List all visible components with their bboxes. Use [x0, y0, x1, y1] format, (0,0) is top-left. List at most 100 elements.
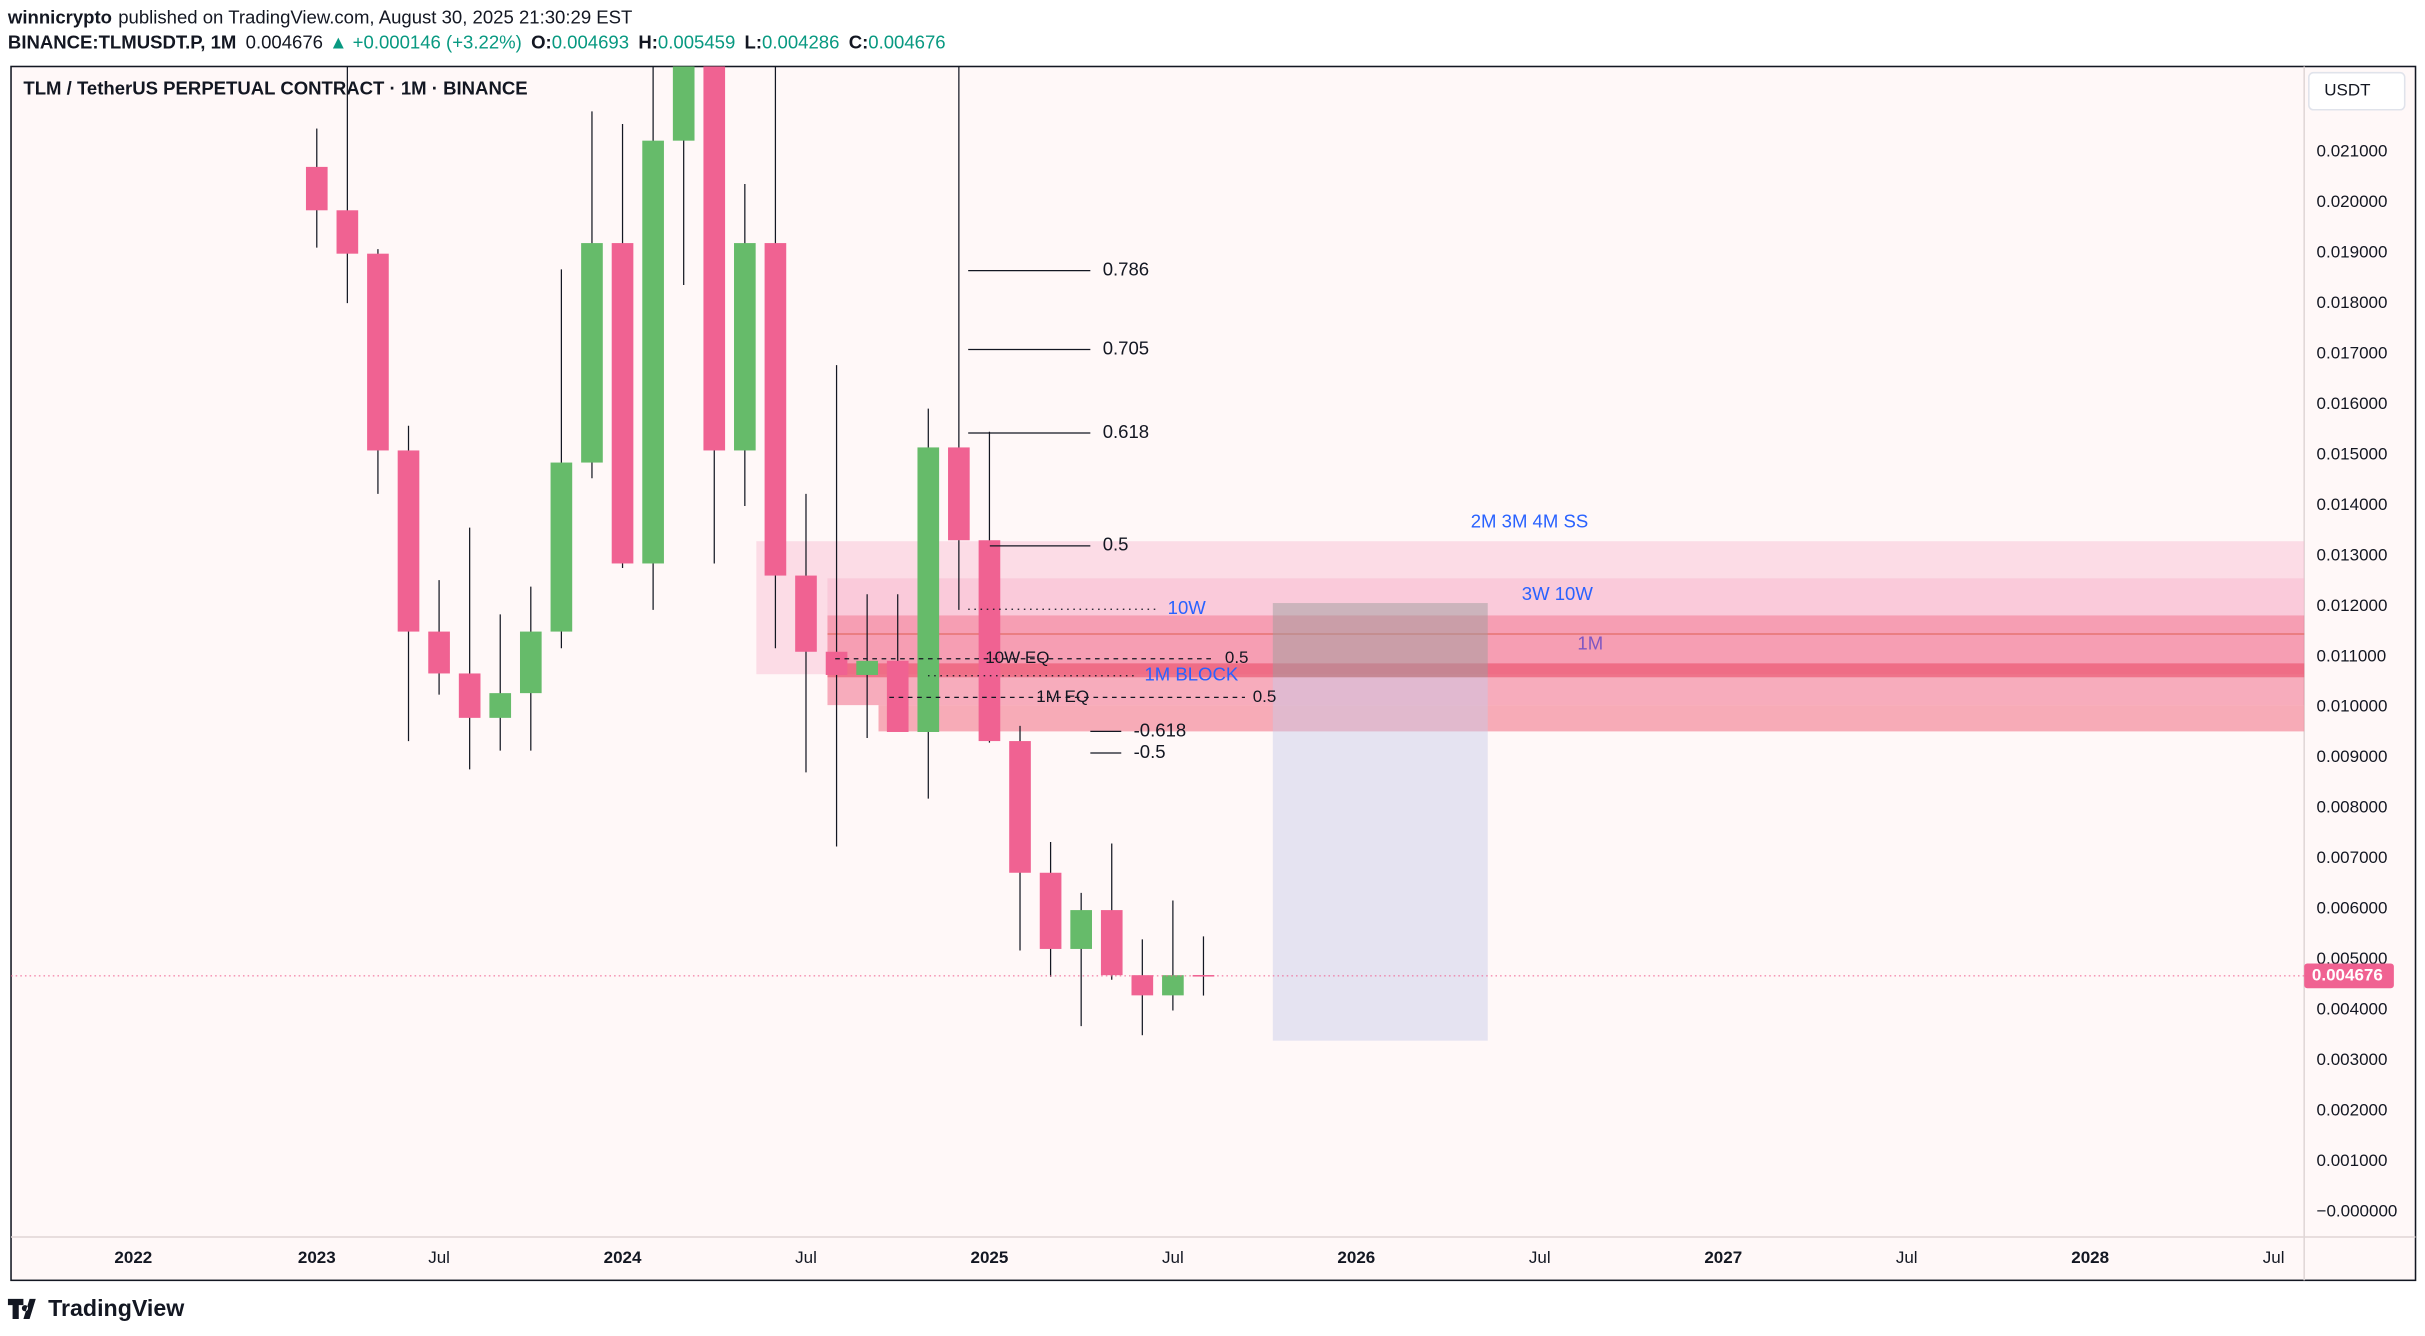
- candle-body: [519, 631, 542, 694]
- candle-body: [611, 243, 634, 564]
- y-tick-label: −0.000000: [2317, 1201, 2398, 1220]
- y-tick-label: 0.018000: [2317, 293, 2388, 312]
- x-tick-label: 2028: [2071, 1248, 2109, 1267]
- y-tick-label: 0.003000: [2317, 1050, 2388, 1069]
- published: published on TradingView.com, August 30,…: [118, 6, 632, 27]
- candle-body: [581, 243, 603, 463]
- zone-label: 10W EQ: [985, 648, 1049, 667]
- fib-label: 0.786: [1103, 259, 1149, 280]
- candle-body: [458, 673, 481, 718]
- x-tick-label: 2023: [298, 1248, 336, 1267]
- zone: [878, 705, 2305, 732]
- y-tick-label: 0.016000: [2317, 394, 2388, 413]
- candle-body: [397, 450, 420, 632]
- symbol: BINANCE:TLMUSDT.P, 1M: [8, 31, 236, 52]
- zone: [827, 615, 2305, 706]
- x-tick-label: Jul: [1529, 1248, 1551, 1267]
- o-label: O:: [531, 31, 552, 52]
- last: 0.004676: [246, 31, 323, 52]
- y-tick-label: 0.019000: [2317, 243, 2388, 262]
- candle-body: [1070, 910, 1092, 949]
- x-tick-label: 2022: [114, 1248, 152, 1267]
- y-tick-label: 0.008000: [2317, 798, 2388, 817]
- candle-body: [642, 140, 664, 564]
- change: ▲ +0.000146 (+3.22%): [329, 31, 522, 52]
- y-tick-label: 0.005000: [2317, 949, 2388, 968]
- y-tick-label: 0.015000: [2317, 444, 2388, 463]
- zone-label: 3W 10W: [1522, 583, 1594, 604]
- y-tick-label: 0.021000: [2317, 142, 2388, 161]
- candle-body: [825, 651, 848, 675]
- candle-body: [764, 243, 787, 576]
- y-tick-label: 0.014000: [2317, 495, 2388, 514]
- o-value: 0.004693: [552, 31, 629, 52]
- candle-body: [734, 243, 756, 451]
- candle-body: [1162, 975, 1184, 996]
- l-label: L:: [745, 31, 763, 52]
- candle-body: [856, 660, 878, 675]
- fib-lines: [835, 269, 1245, 754]
- candle-body: [886, 660, 909, 732]
- zone-label: 0.5: [1253, 687, 1277, 706]
- zone: [827, 663, 2305, 678]
- candle-body: [1100, 910, 1123, 976]
- currency-box[interactable]: [2308, 71, 2406, 111]
- candle-body: [703, 66, 726, 451]
- x-tick-label: 2025: [971, 1248, 1009, 1267]
- y-tick-label: 0.002000: [2317, 1100, 2388, 1119]
- x-tick-label: Jul: [1896, 1248, 1918, 1267]
- x-tick-label: Jul: [795, 1248, 817, 1267]
- y-tick-label: 0.013000: [2317, 545, 2388, 564]
- y-tick-label: 0.011000: [2317, 646, 2387, 665]
- fib-label: -0.5: [1134, 741, 1166, 762]
- chart-title: TLM / TetherUS PERPETUAL CONTRACT · 1M ·…: [23, 78, 527, 99]
- zone-label: 1M: [1577, 633, 1603, 654]
- candle-body: [1131, 975, 1154, 996]
- y-tick-label: 0.012000: [2317, 596, 2388, 615]
- y-tick-label: 0.009000: [2317, 747, 2388, 766]
- x-tick-label: Jul: [428, 1248, 450, 1267]
- projection: [1272, 677, 1488, 1041]
- author: winnicrypto: [7, 6, 112, 27]
- y-tick-label: 0.007000: [2317, 848, 2388, 867]
- currency: USDT: [2324, 81, 2370, 100]
- x-tick-label: 2024: [604, 1248, 642, 1267]
- footer-logo: TradingView: [7, 1295, 185, 1321]
- fib-label: 0.618: [1103, 421, 1149, 442]
- y-tick-label: 0.006000: [2317, 899, 2388, 918]
- candle-body: [948, 447, 970, 541]
- y-tick-label: 0.010000: [2317, 697, 2388, 716]
- zone-label: 1M BLOCK: [1144, 664, 1238, 685]
- candle-body: [672, 66, 695, 141]
- h-label: H:: [638, 31, 658, 52]
- y-tick-label: 0.001000: [2317, 1151, 2388, 1170]
- l-value: 0.004286: [762, 31, 839, 52]
- zone-label: 10W: [1168, 597, 1207, 618]
- c-value: 0.004676: [868, 31, 945, 52]
- y-tick-label: 0.004000: [2317, 999, 2388, 1018]
- projection: [1272, 603, 1488, 678]
- y-tick-label: 0.017000: [2317, 344, 2388, 363]
- fib-label: -0.618: [1134, 719, 1187, 740]
- candle-body: [1009, 741, 1031, 873]
- candle-body: [550, 462, 573, 632]
- x-tick-label: 2026: [1337, 1248, 1375, 1267]
- x-tick-label: Jul: [2263, 1248, 2285, 1267]
- price-tag: [2304, 963, 2394, 989]
- x-tick-label: Jul: [1162, 1248, 1184, 1267]
- candle-body: [305, 166, 328, 211]
- y-tick-label: 0.020000: [2317, 192, 2388, 211]
- header-line: winnicrypto published on TradingView.com,…: [7, 6, 632, 27]
- candle-body: [917, 447, 940, 732]
- candle-body: [1039, 872, 1062, 949]
- candle-body: [367, 253, 389, 451]
- x-tick-label: 2027: [1704, 1248, 1742, 1267]
- candle-body: [428, 631, 450, 674]
- zone-label: 2M 3M 4M SS: [1471, 511, 1588, 532]
- c-label: C:: [849, 31, 869, 52]
- candle-body: [978, 540, 1001, 742]
- zone-label: 1M EQ: [1036, 687, 1089, 706]
- h-value: 0.005459: [658, 31, 735, 52]
